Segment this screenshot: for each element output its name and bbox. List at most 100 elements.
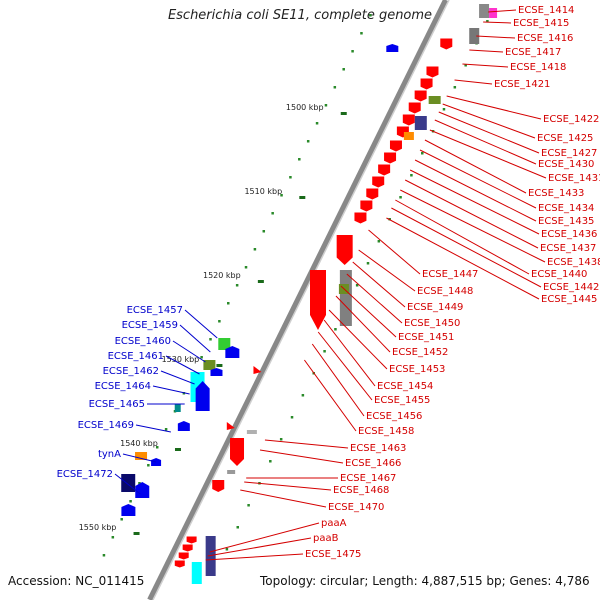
gene-label: ECSE_1438	[547, 257, 600, 268]
gc-dot	[129, 500, 132, 503]
gc-dot	[399, 196, 402, 199]
gene-block-grey	[227, 470, 236, 474]
kbp-tick-mark	[174, 448, 181, 451]
gene-label: ECSE_1450	[404, 318, 460, 329]
kbp-tick-label: 1510 kbp	[244, 187, 282, 196]
kbp-tick-label: 1540 kbp	[120, 439, 158, 448]
leader-line	[259, 449, 344, 464]
gc-dot	[355, 284, 359, 287]
gene-block-teal	[174, 404, 181, 412]
gc-dot	[289, 176, 292, 179]
gc-dot	[138, 482, 141, 485]
gc-dot	[279, 438, 283, 441]
leader-line	[240, 489, 327, 508]
gene-label: ECSE_1462	[103, 366, 159, 377]
gene-label: ECSE_1447	[422, 269, 478, 280]
leader-line	[114, 473, 141, 495]
gene-arrow-red	[426, 66, 439, 78]
gene-label: ECSE_1414	[518, 5, 574, 16]
gene-arrow-blue	[177, 421, 190, 431]
gc-dot	[351, 50, 354, 53]
gene-label: ECSE_1433	[528, 188, 584, 199]
gene-label: ECSE_1468	[333, 485, 389, 496]
gene-block-grey	[479, 4, 490, 18]
kbp-ticks: 1500 kbp 1510 kbp 1520 kbp 1530 kbp 1540 kbp…	[79, 103, 347, 535]
gene-arrow-red	[226, 422, 235, 430]
leader-line	[395, 199, 530, 275]
leader-line	[358, 249, 416, 292]
label-leaders	[114, 9, 547, 561]
gene-label: ECSE_1440	[531, 269, 587, 280]
gc-dot	[369, 14, 372, 17]
leader-line	[328, 309, 388, 370]
gene-block-orange	[135, 452, 148, 460]
gc-dot	[366, 262, 370, 265]
gene-label: ECSE_1467	[340, 473, 396, 484]
gc-dot	[271, 212, 274, 215]
leader-line	[135, 424, 171, 433]
leader-line	[414, 159, 537, 222]
leader-line	[404, 179, 539, 249]
gc-dot	[236, 526, 240, 529]
leader-line	[469, 49, 504, 53]
gene-label: ECSE_1417	[505, 47, 561, 58]
leader-line	[205, 553, 304, 561]
gene-block-grey	[469, 28, 480, 44]
gene-arrow-blue	[386, 44, 399, 52]
gc-dot	[334, 328, 337, 331]
gene-label: ECSE_1448	[417, 286, 473, 297]
gc-dot	[225, 548, 229, 551]
leader-line	[303, 359, 357, 432]
kbp-tick-label: 1550 kbp	[79, 523, 117, 532]
leader-line	[160, 370, 195, 385]
leader-line	[172, 340, 206, 363]
topology-text: Topology: circular; Length: 4,887,515 bp…	[260, 574, 590, 588]
gc-dot	[280, 194, 283, 197]
gc-dot	[155, 446, 159, 449]
gene-label: ECSE_1456	[366, 411, 422, 422]
leader-line	[323, 319, 376, 387]
gene-label: ECSE_1421	[494, 79, 550, 90]
gene-label: ECSE_1475	[305, 549, 361, 560]
gene-arrow-red	[174, 560, 185, 568]
leader-line	[340, 285, 397, 338]
gene-label: ECSE_1455	[374, 395, 430, 406]
leader-line	[311, 343, 365, 417]
gene-arrow-red	[354, 212, 367, 224]
leader-line	[317, 331, 373, 401]
gene-label: ECSE_1418	[510, 62, 566, 73]
gene-arrow-blue	[225, 346, 240, 358]
gene-arrow-red	[310, 270, 326, 330]
gene-arrow-red	[384, 152, 397, 164]
kbp-tick-mark	[133, 532, 140, 535]
gene-label: ECSE_1436	[541, 229, 597, 240]
gc-dot	[315, 122, 319, 125]
leader-line	[368, 229, 421, 275]
gene-arrow-red	[440, 38, 453, 50]
leader-line	[184, 309, 218, 339]
gene-label: ECSE_1422	[543, 114, 599, 125]
gene-label: ECSE_1427	[541, 148, 597, 159]
gene-arrow-red	[389, 140, 402, 152]
gc-dot	[244, 266, 248, 269]
gc-dot	[306, 140, 310, 143]
genome-title: Escherichia coli SE11, complete genome	[167, 8, 433, 23]
gc-dot	[102, 554, 106, 557]
gene-label: ECSE_1463	[350, 443, 406, 454]
leader-line	[434, 119, 537, 165]
gene-arrow-red	[182, 544, 193, 552]
gene-label: ECSE_1431	[548, 173, 600, 184]
kbp-tick-mark	[216, 364, 223, 367]
leader-line	[122, 453, 157, 463]
gc-dot	[147, 464, 150, 467]
gc-dot	[453, 86, 457, 89]
kbp-tick-mark	[299, 196, 306, 199]
leader-line	[424, 139, 527, 194]
gene-labels: ECSE_1414 ECSE_1415 ECSE_1416 ECSE_1417 ECSE…	[57, 5, 600, 560]
gc-dot	[377, 240, 381, 243]
gene-label: ECSE_1442	[543, 282, 599, 293]
gc-dot	[486, 20, 489, 23]
gene-label: ECSE_1459	[122, 320, 178, 331]
gene-arrow-red	[372, 176, 385, 188]
gene-label: ECSE_1435	[538, 216, 594, 227]
